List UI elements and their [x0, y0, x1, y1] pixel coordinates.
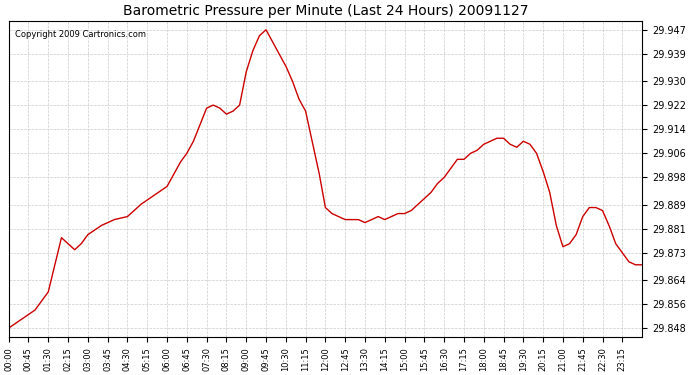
Title: Barometric Pressure per Minute (Last 24 Hours) 20091127: Barometric Pressure per Minute (Last 24 … [123, 4, 528, 18]
Text: Copyright 2009 Cartronics.com: Copyright 2009 Cartronics.com [15, 30, 146, 39]
